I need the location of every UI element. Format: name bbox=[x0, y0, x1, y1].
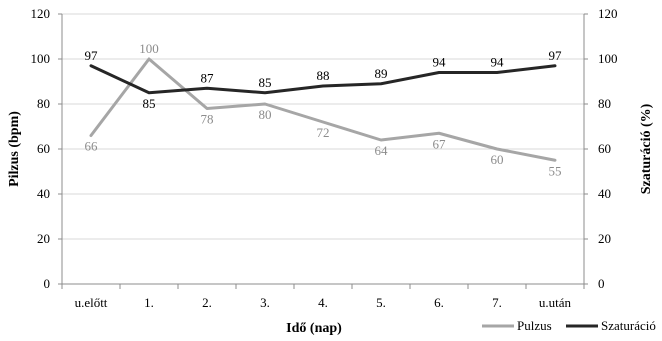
data-label-szaturacio-2: 87 bbox=[201, 70, 215, 85]
data-label-szaturacio-u-elott: 97 bbox=[85, 48, 99, 63]
y-left-tick-label-0: 0 bbox=[44, 276, 51, 291]
data-label-szaturacio-6: 94 bbox=[433, 55, 447, 70]
series-lines bbox=[89, 57, 557, 162]
x-axis-title: Idő (nap) bbox=[286, 321, 342, 336]
y-axis-left-ticks: 0 20 40 60 80 100 120 bbox=[31, 6, 62, 291]
data-label-szaturacio-5: 89 bbox=[375, 66, 388, 81]
y-right-tick-label-0: 0 bbox=[598, 276, 605, 291]
data-label-pulzus-u-utan: 55 bbox=[549, 163, 562, 178]
data-label-szaturacio-3: 85 bbox=[259, 75, 272, 90]
data-label-pulzus-4: 72 bbox=[317, 125, 330, 140]
x-tick-label-5: 5. bbox=[376, 295, 386, 310]
legend-label-pulzus: Pulzus bbox=[517, 318, 552, 333]
y-right-tick-label-40: 40 bbox=[598, 186, 611, 201]
data-label-pulzus-5: 64 bbox=[375, 143, 389, 158]
x-tick-label-4: 4. bbox=[318, 295, 328, 310]
x-tick-label-6: 6. bbox=[434, 295, 444, 310]
data-label-szaturacio-u-utan: 97 bbox=[549, 48, 563, 63]
legend-label-szaturacio: Szaturáció bbox=[601, 318, 656, 333]
data-label-pulzus-1: 100 bbox=[139, 41, 159, 56]
x-tick-label-1: 1. bbox=[144, 295, 154, 310]
y-axis-right-ticks: 0 20 40 60 80 100 120 bbox=[584, 6, 618, 291]
legend: Pulzus Szaturáció bbox=[482, 318, 656, 333]
data-labels: 66 100 78 80 72 64 67 60 55 97 85 87 85 88 89 94 94 97 bbox=[85, 41, 563, 178]
series-line-szaturacio bbox=[89, 64, 557, 95]
data-label-szaturacio-7: 94 bbox=[491, 55, 505, 70]
data-label-pulzus-3: 80 bbox=[259, 107, 272, 122]
y-left-tick-label-40: 40 bbox=[37, 186, 50, 201]
data-label-szaturacio-4: 88 bbox=[317, 68, 330, 83]
y-left-tick-label-60: 60 bbox=[37, 141, 50, 156]
y-left-tick-label-20: 20 bbox=[37, 231, 50, 246]
y-right-tick-label-20: 20 bbox=[598, 231, 611, 246]
x-tick-label-7: 7. bbox=[492, 295, 502, 310]
x-tick-label-u-utan: u.után bbox=[539, 295, 572, 310]
y-right-tick-label-100: 100 bbox=[598, 51, 618, 66]
series-line-pulzus bbox=[89, 57, 557, 162]
data-label-pulzus-6: 67 bbox=[433, 136, 447, 151]
y-axis-left-title: Pilzus (bpm) bbox=[7, 111, 22, 187]
y-right-tick-label-60: 60 bbox=[598, 141, 611, 156]
y-left-tick-label-80: 80 bbox=[37, 96, 50, 111]
x-axis-ticks: u.előtt 1. 2. 3. 4. 5. 6. 7. u.után bbox=[61, 284, 585, 310]
y-left-tick-label-120: 120 bbox=[31, 6, 51, 21]
y-left-tick-label-100: 100 bbox=[31, 51, 51, 66]
data-label-szaturacio-1: 85 bbox=[143, 96, 156, 111]
y-right-tick-label-120: 120 bbox=[598, 6, 618, 21]
data-label-pulzus-7: 60 bbox=[491, 152, 504, 167]
x-tick-label-3: 3. bbox=[260, 295, 270, 310]
y-right-tick-label-80: 80 bbox=[598, 96, 611, 111]
x-tick-label-u-elott: u.előtt bbox=[75, 295, 108, 310]
y-axis-right-title: Szaturáció (%) bbox=[639, 103, 654, 194]
x-tick-label-2: 2. bbox=[202, 295, 212, 310]
data-label-pulzus-u-elott: 66 bbox=[85, 139, 99, 154]
data-label-pulzus-2: 78 bbox=[201, 112, 214, 127]
